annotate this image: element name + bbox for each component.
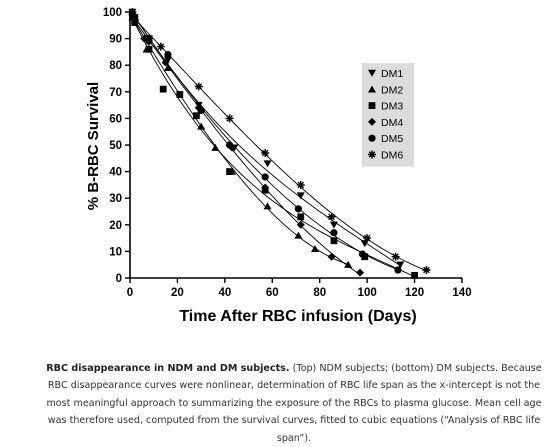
x-axis-title: Time After RBC infusion (Days): [179, 308, 416, 325]
point-dm4: [161, 58, 170, 67]
fit-curve-dm6: [132, 16, 427, 271]
fit-curve-dm1: [132, 12, 401, 267]
legend-label-dm1: DM1: [381, 68, 403, 80]
y-axis-title: % B-RBC Survival: [85, 82, 102, 210]
point-dm2: [344, 260, 353, 268]
point-dm3: [145, 45, 153, 53]
x-tick-label: 100: [358, 287, 377, 299]
y-tick-label: 60: [109, 113, 122, 125]
x-tick-label: 40: [218, 287, 231, 299]
x-tick-label: 120: [405, 287, 424, 299]
point-dm6: [225, 114, 234, 123]
point-dm4: [356, 268, 365, 277]
point-dm3: [176, 91, 184, 98]
point-dm5: [261, 173, 269, 181]
plot-area: 0 10 20 30 40 50 60 70 80 90 100 0 20 40 60 80 100 120 140…: [103, 7, 472, 299]
point-dm5: [197, 106, 205, 115]
point-dm1: [329, 221, 338, 229]
y-tick-label: 90: [109, 34, 122, 46]
figure-caption: RBC disappearance in NDM and DM subjects…: [42, 360, 546, 447]
point-dm5: [330, 229, 338, 237]
point-dm3: [193, 112, 200, 120]
legend-label-dm6: DM6: [381, 150, 403, 162]
legend-marker-dm1: [368, 69, 376, 77]
point-dm5: [294, 205, 302, 213]
y-tick-label: 0: [116, 273, 122, 285]
point-dm6: [156, 42, 165, 51]
point-dm1: [296, 192, 305, 200]
y-tick-label: 100: [103, 7, 122, 19]
point-dm1: [396, 261, 405, 269]
y-tick-label: 70: [109, 87, 122, 99]
point-dm5: [164, 50, 172, 59]
x-tick-label: 80: [313, 287, 326, 299]
point-dm2: [294, 231, 303, 239]
point-dm4: [327, 252, 336, 261]
point-dm3: [297, 213, 305, 221]
legend-marker-dm5: [368, 134, 376, 142]
point-dm6: [391, 252, 400, 261]
caption-body: (Top) NDM subjects; (bottom) DM subjects…: [46, 362, 542, 444]
legend-label-dm2: DM2: [381, 84, 403, 96]
point-dm3: [330, 237, 338, 245]
caption-area: [0, 333, 560, 423]
legend-label-dm4: DM4: [381, 117, 403, 129]
point-dm6: [128, 8, 137, 16]
point-dm3: [226, 168, 233, 175]
legend-marker-dm3: [368, 102, 376, 109]
point-dm5: [358, 250, 366, 258]
caption-heading: RBC disappearance in NDM and DM subjects…: [46, 362, 290, 374]
point-dm5: [394, 266, 402, 274]
point-dm2: [211, 143, 220, 151]
fit-curve-dm2: [132, 17, 349, 265]
y-tick-label: 30: [109, 193, 122, 205]
fit-curve-dm5: [132, 13, 399, 271]
point-dm3: [411, 271, 418, 279]
y-tick-label: 50: [109, 140, 122, 152]
point-dm5: [226, 141, 234, 149]
point-dm6: [261, 149, 270, 157]
point-dm6: [194, 82, 203, 91]
point-dm4: [261, 183, 270, 192]
chart-figure: 0 10 20 30 40 50 60 70 80 90 100 0 20 40 60 80 100 120 140…: [85, 7, 472, 325]
legend-marker-dm4: [368, 117, 376, 126]
legend-label-dm5: DM5: [381, 133, 403, 145]
point-dm2: [197, 122, 206, 130]
point-dm6: [327, 212, 336, 221]
legend-marker-dm6: [368, 150, 376, 159]
legend-marker-dm2: [368, 85, 376, 93]
point-dm2: [310, 244, 319, 252]
point-dm1: [163, 56, 172, 64]
y-tick-label: 40: [109, 167, 122, 179]
x-tick-label: 140: [452, 287, 471, 299]
point-dm6: [296, 180, 305, 189]
point-dm3: [159, 85, 167, 93]
point-dm6: [422, 266, 431, 274]
point-dm6: [130, 16, 139, 24]
point-dm2: [163, 64, 172, 72]
x-tick-label: 20: [171, 287, 184, 299]
x-tick-label: 0: [127, 287, 133, 299]
y-tick-label: 10: [109, 246, 122, 258]
y-tick-label: 20: [109, 220, 122, 232]
legend-label-dm3: DM3: [381, 101, 403, 113]
point-dm1: [263, 160, 272, 168]
point-dm6: [363, 234, 372, 243]
y-tick-label: 80: [109, 60, 122, 72]
legend-box: [362, 63, 414, 167]
x-tick-label: 60: [266, 287, 279, 299]
point-dm6: [145, 34, 153, 43]
point-dm4: [296, 220, 305, 229]
point-dm2: [263, 202, 272, 210]
